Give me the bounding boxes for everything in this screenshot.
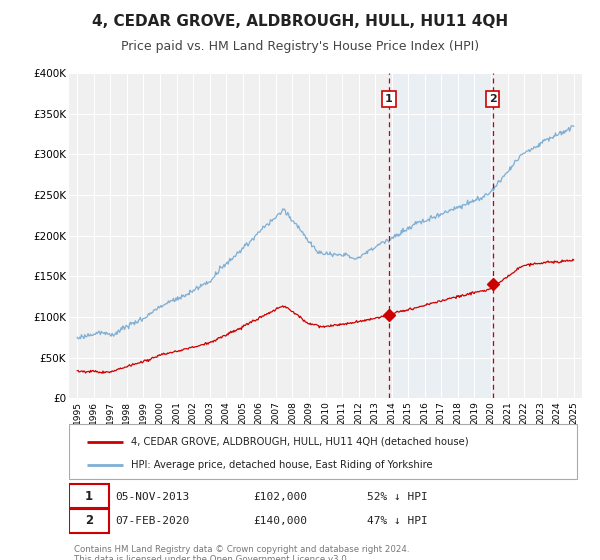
Text: 52% ↓ HPI: 52% ↓ HPI — [367, 492, 427, 502]
Text: £102,000: £102,000 — [254, 492, 308, 502]
Text: 47% ↓ HPI: 47% ↓ HPI — [367, 516, 427, 526]
Text: 07-FEB-2020: 07-FEB-2020 — [115, 516, 190, 526]
FancyBboxPatch shape — [69, 424, 577, 479]
Text: Contains HM Land Registry data © Crown copyright and database right 2024.
This d: Contains HM Land Registry data © Crown c… — [74, 545, 410, 560]
Text: 05-NOV-2013: 05-NOV-2013 — [115, 492, 190, 502]
FancyBboxPatch shape — [69, 484, 109, 508]
Text: 1: 1 — [385, 94, 393, 104]
Text: 1: 1 — [85, 489, 93, 502]
Text: £140,000: £140,000 — [254, 516, 308, 526]
FancyBboxPatch shape — [69, 509, 109, 533]
Text: 2: 2 — [489, 94, 497, 104]
Text: Price paid vs. HM Land Registry's House Price Index (HPI): Price paid vs. HM Land Registry's House … — [121, 40, 479, 53]
Text: HPI: Average price, detached house, East Riding of Yorkshire: HPI: Average price, detached house, East… — [131, 460, 432, 470]
Bar — [389, 73, 493, 399]
Text: 4, CEDAR GROVE, ALDBROUGH, HULL, HU11 4QH: 4, CEDAR GROVE, ALDBROUGH, HULL, HU11 4Q… — [92, 14, 508, 29]
Text: 2: 2 — [85, 514, 93, 527]
Text: 4, CEDAR GROVE, ALDBROUGH, HULL, HU11 4QH (detached house): 4, CEDAR GROVE, ALDBROUGH, HULL, HU11 4Q… — [131, 437, 468, 447]
